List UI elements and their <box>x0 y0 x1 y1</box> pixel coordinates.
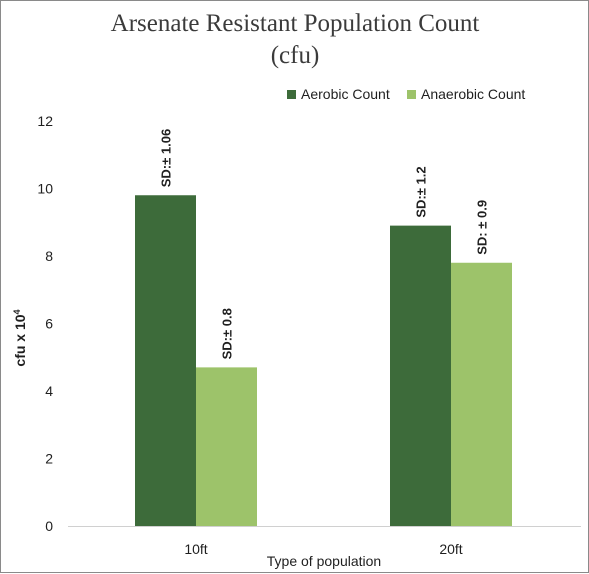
y-axis: 0 2 4 6 8 10 12 <box>37 113 53 534</box>
y-axis-label-main: cfu x 10 <box>12 314 28 366</box>
legend-label: Aerobic Count <box>301 86 390 102</box>
bar-sd-label: SD:± 1.06 <box>159 129 174 187</box>
y-tick-label: 6 <box>45 316 53 332</box>
x-tick-label: 20ft <box>439 541 462 557</box>
legend-label: Anaerobic Count <box>421 86 525 102</box>
legend: Aerobic Count Anaerobic Count <box>287 86 525 102</box>
x-axis: 10ft 20ft <box>184 541 462 557</box>
bar-anaerobic-count <box>451 262 512 526</box>
bar-sd-label: SD:± 0.8 <box>220 308 235 359</box>
bar-anaerobic-count <box>196 367 257 526</box>
y-axis-label: cfu x 104 <box>12 309 28 366</box>
bar-sd-label: SD:± 1.2 <box>414 166 429 217</box>
bar-aerobic-count <box>135 195 196 526</box>
bar-data-labels: SD:± 1.06 SD:± 0.8 SD:± 1.2 SD: ± 0.9 <box>159 129 490 360</box>
legend-swatch <box>407 90 416 99</box>
y-tick-label: 10 <box>37 181 53 197</box>
x-tick-label: 10ft <box>184 541 207 557</box>
bar-sd-label: SD: ± 0.9 <box>475 200 490 255</box>
x-axis-label: Type of population <box>267 553 381 569</box>
y-tick-label: 12 <box>37 113 53 129</box>
chart-title-line2: (cfu) <box>271 42 320 69</box>
bars <box>135 195 512 526</box>
y-tick-label: 0 <box>45 518 53 534</box>
y-axis-label-superscript: 4 <box>12 309 22 314</box>
y-tick-label: 2 <box>45 451 53 467</box>
legend-swatch <box>287 90 296 99</box>
bar-aerobic-count <box>390 225 451 526</box>
chart-title-line1: Arsenate Resistant Population Count <box>111 10 480 37</box>
y-tick-label: 8 <box>45 248 53 264</box>
y-tick-label: 4 <box>45 383 53 399</box>
